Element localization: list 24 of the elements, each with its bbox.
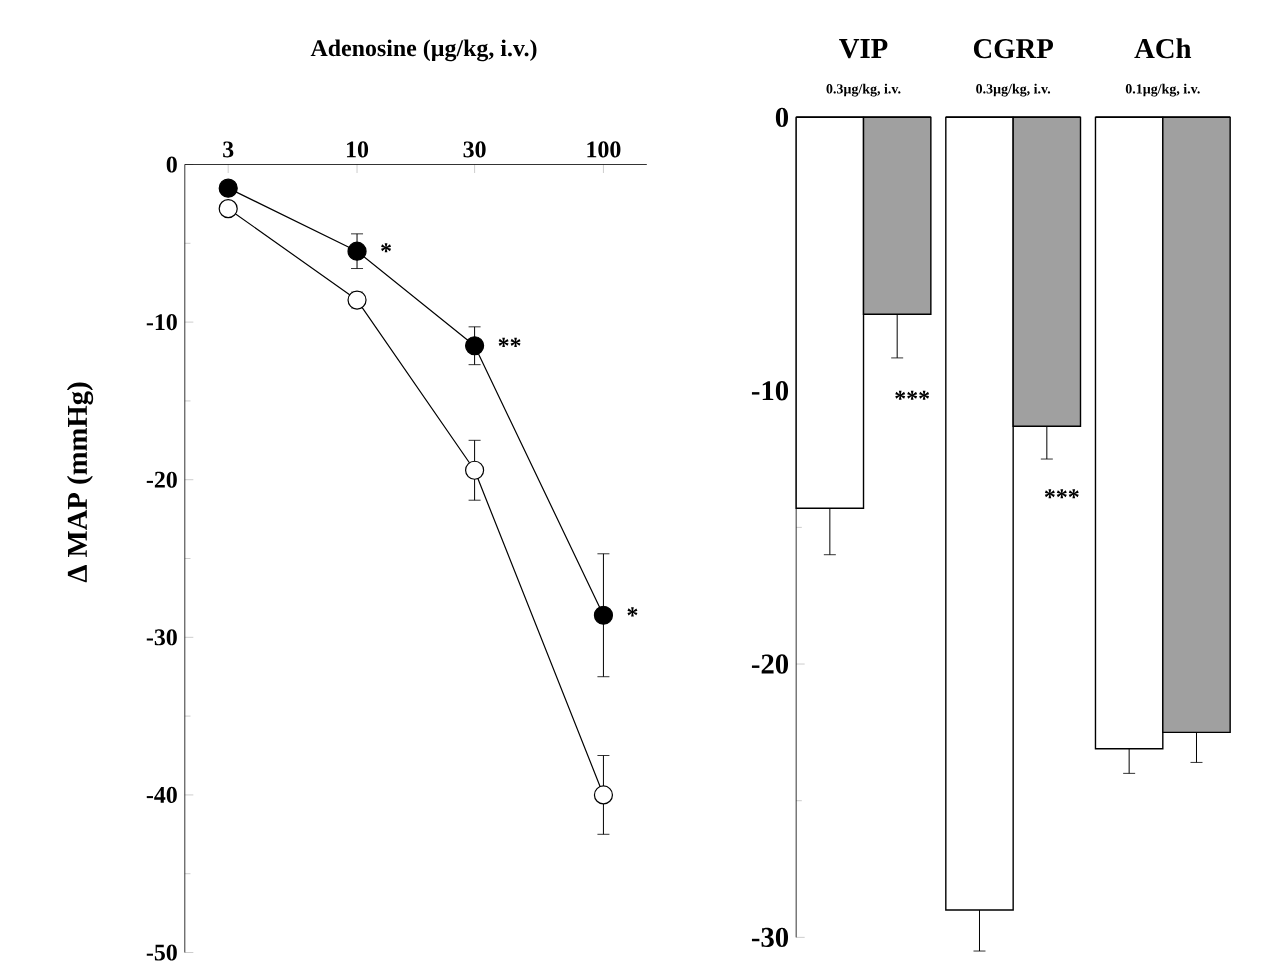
annotation: *	[381, 243, 392, 253]
x-tick-label: VIP	[839, 39, 888, 59]
y-tick-label: 0	[166, 156, 177, 173]
annotation: ***	[895, 390, 930, 400]
annotation: ***	[1044, 489, 1079, 499]
y-axis-title: Δ MAP (mmHg)	[66, 382, 94, 583]
y-tick-label: -20	[146, 471, 177, 488]
y-tick-label: -40	[146, 786, 177, 803]
annotation: *	[627, 607, 638, 617]
x-axis-title: Adenosine (µg/kg, i.v.)	[310, 39, 537, 62]
x-tick-label: 10	[346, 141, 369, 158]
y-tick-label: -30	[751, 927, 789, 948]
x-tick-label: CGRP	[973, 39, 1053, 59]
x-tick-label: ACh	[1134, 38, 1192, 59]
y-tick-label: -10	[146, 314, 177, 331]
x-tick-label: 100	[587, 141, 621, 158]
y-tick-label: -30	[146, 629, 177, 646]
y-tick-label: -20	[751, 654, 789, 674]
annotation: **	[498, 337, 521, 347]
x-tick-label: 3	[223, 141, 234, 158]
y-tick-label: 0	[775, 107, 789, 128]
x-tick-label: 30	[463, 141, 486, 158]
y-tick-label: -10	[751, 381, 789, 401]
y-tick-label: -50	[146, 944, 177, 961]
